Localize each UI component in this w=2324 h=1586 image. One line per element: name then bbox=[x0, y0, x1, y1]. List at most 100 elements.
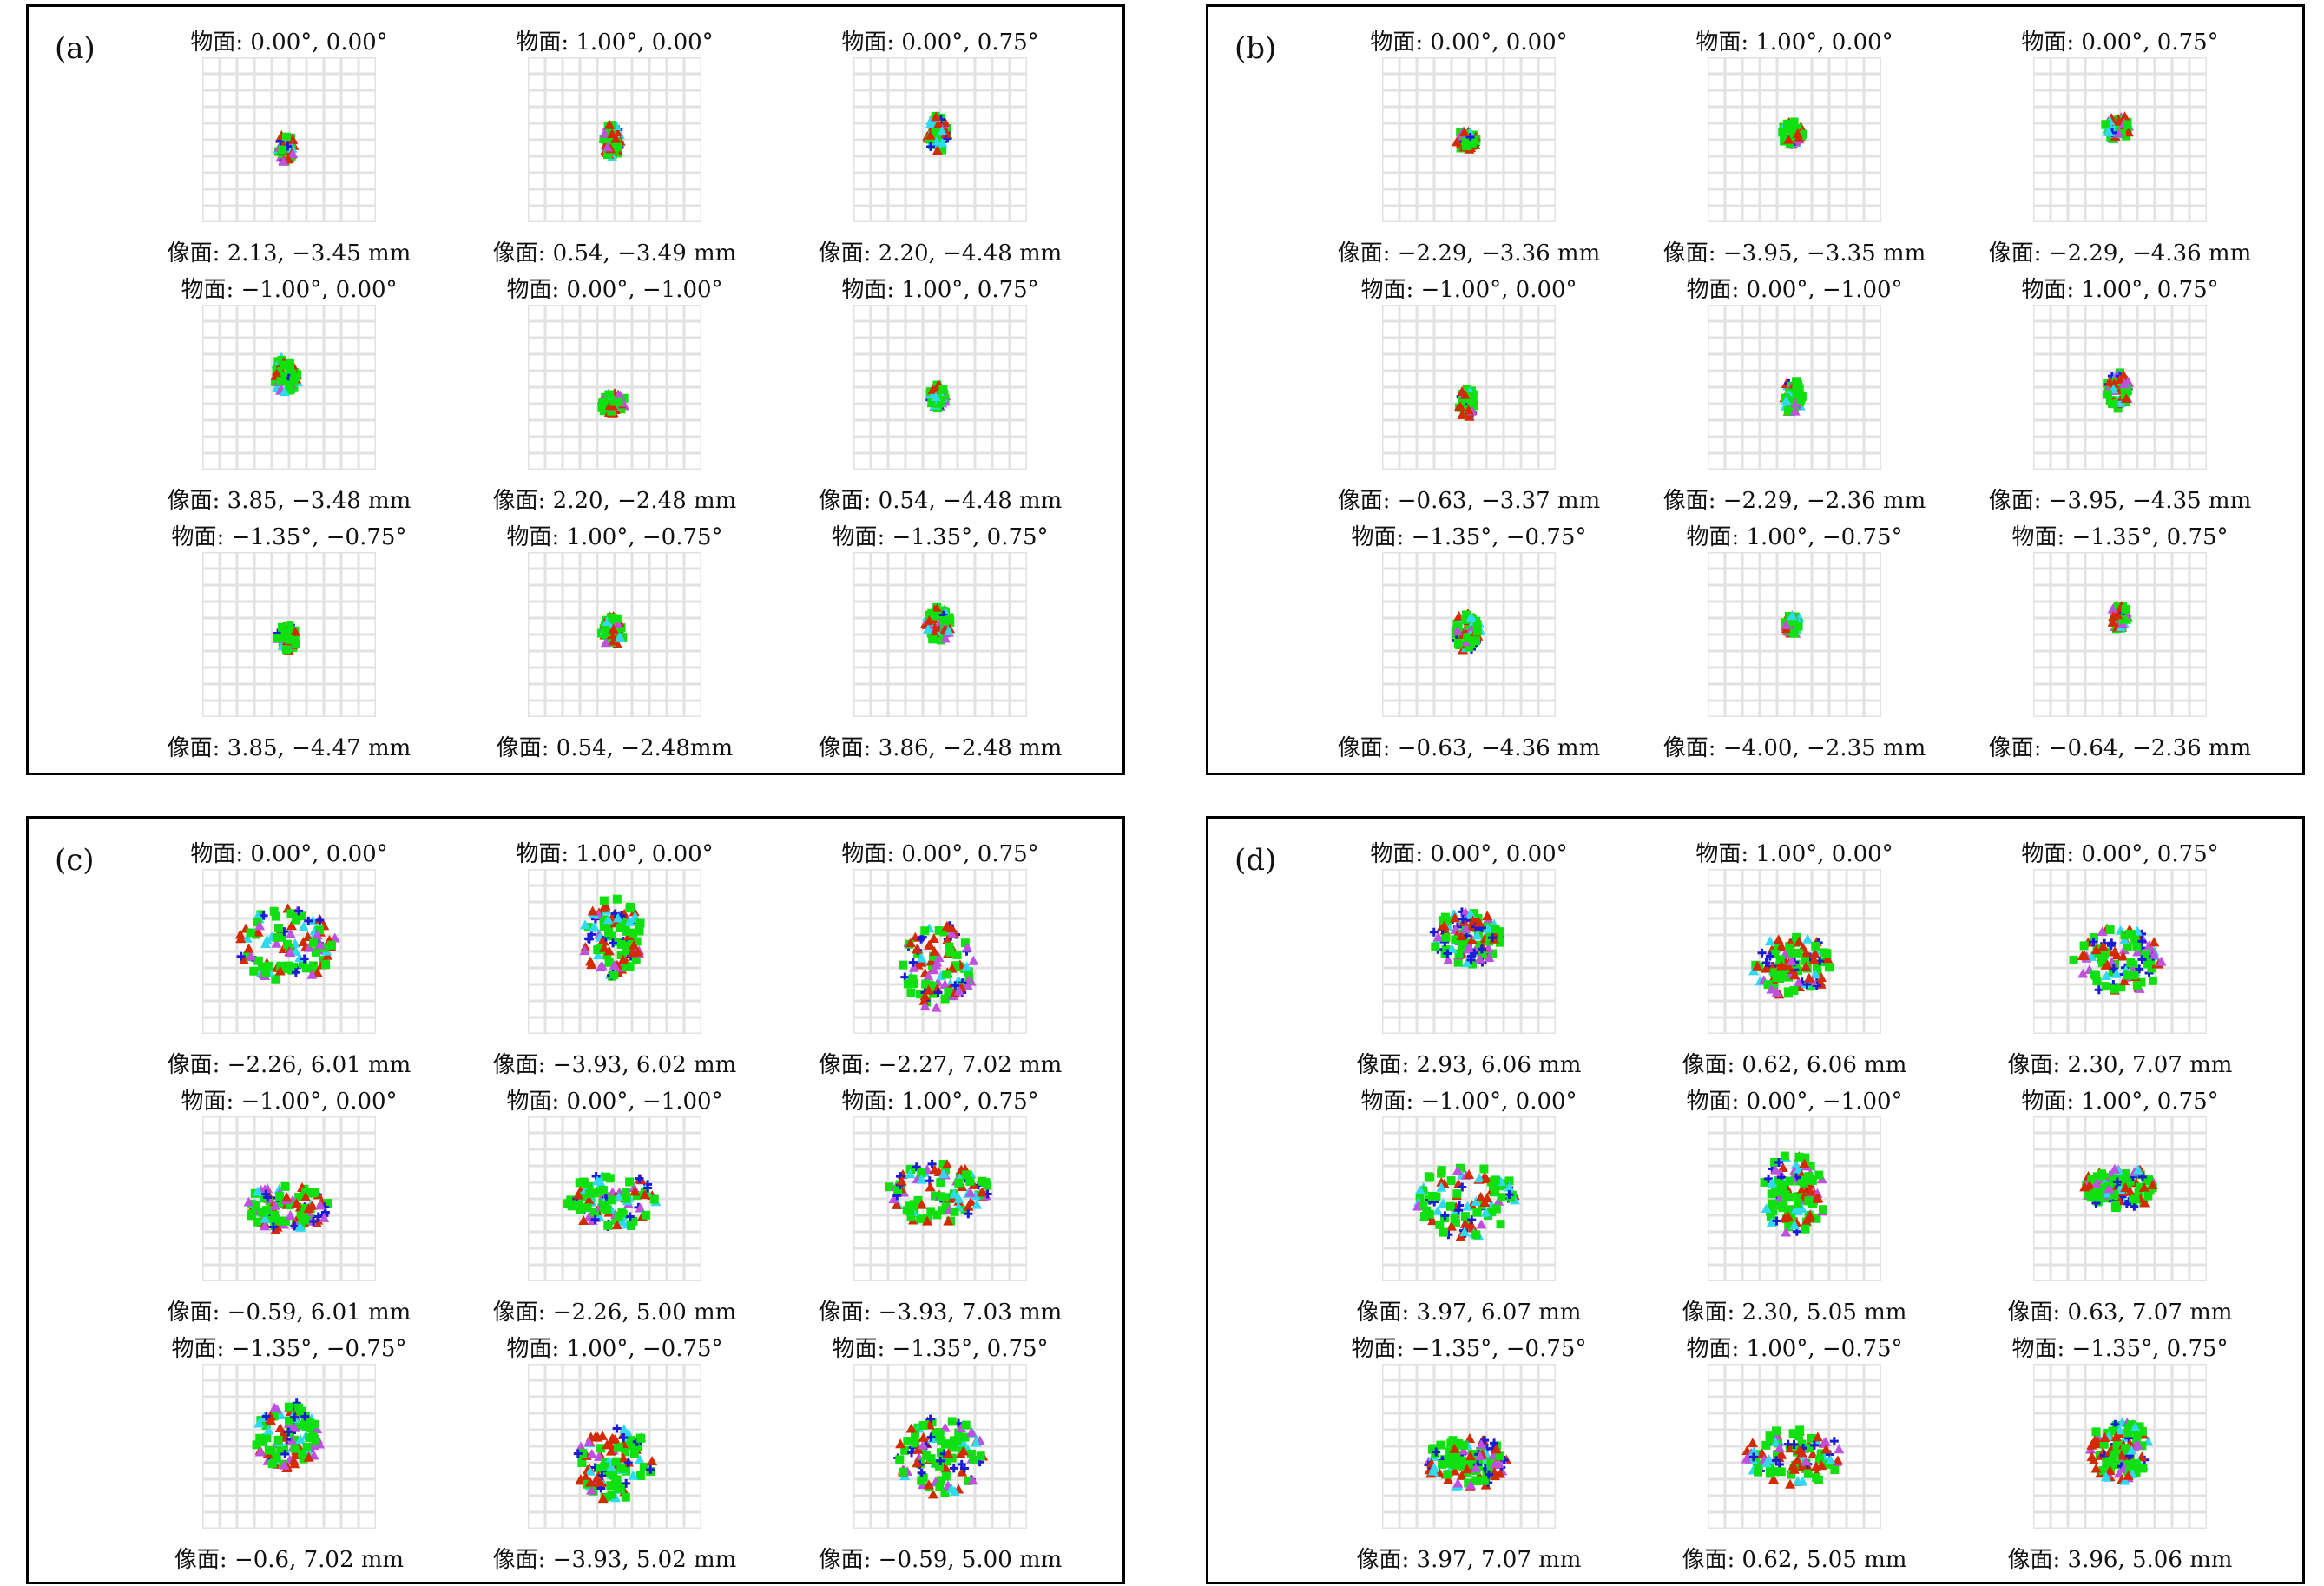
spot-square-marker bbox=[1491, 1175, 1500, 1185]
spot-square-marker bbox=[1497, 1193, 1506, 1202]
spot-triangle-marker bbox=[2099, 1431, 2110, 1442]
spot-magenta-marker bbox=[931, 1002, 942, 1012]
spot-square-marker bbox=[311, 1436, 320, 1445]
spot-triangle-marker bbox=[2089, 1435, 2100, 1445]
spot-square-marker bbox=[602, 150, 612, 160]
spot-magenta-marker bbox=[1790, 398, 1801, 408]
spot-square-marker bbox=[940, 1488, 950, 1497]
spot-cyan-marker bbox=[1825, 1454, 1836, 1464]
spot-triangle-marker bbox=[1801, 961, 1812, 971]
spot-cross-marker bbox=[912, 1162, 921, 1172]
spot-magenta-marker bbox=[629, 1182, 640, 1193]
spot-square-marker bbox=[1456, 1163, 1465, 1173]
spot-triangle-marker bbox=[302, 931, 313, 942]
spot-triangle-marker bbox=[1459, 1218, 1471, 1228]
spot-square-marker bbox=[1491, 1204, 1501, 1214]
spot-square-marker bbox=[1452, 1189, 1462, 1199]
spot-magenta-marker bbox=[918, 1439, 929, 1450]
spot-triangle-marker bbox=[605, 1445, 616, 1456]
spot-triangle-marker bbox=[2149, 937, 2160, 947]
spot-square-marker bbox=[1806, 1162, 1815, 1171]
spot-square-marker bbox=[1458, 396, 1467, 405]
spot-square-marker bbox=[1443, 1470, 1452, 1479]
object-field-label: 物面: 0.00°, −1.00° bbox=[506, 277, 723, 303]
spot-cyan-marker bbox=[2130, 1421, 2141, 1431]
spot-square-marker bbox=[2137, 1441, 2147, 1451]
spot-square-marker bbox=[257, 962, 267, 971]
spot-triangle-marker bbox=[629, 939, 640, 950]
spot-square-marker bbox=[2103, 390, 2112, 399]
spot-square-marker bbox=[1794, 1152, 1804, 1162]
spot-square-marker bbox=[625, 1177, 635, 1187]
spot-triangle-marker bbox=[291, 1198, 302, 1208]
spot-square-marker bbox=[649, 1194, 659, 1204]
panel-b: (b) 物面: 0.00°, 0.00° 像面: −2.29, −3.36 mm 物… bbox=[1206, 4, 2305, 775]
spot-square-marker bbox=[937, 1192, 946, 1201]
spot-cross-marker bbox=[949, 1464, 958, 1473]
spot-square-marker bbox=[899, 1467, 908, 1477]
spot-triangle-marker bbox=[891, 1199, 902, 1209]
spot-square-marker bbox=[627, 1221, 636, 1230]
spot-square-marker bbox=[2146, 956, 2156, 965]
spot-cyan-marker bbox=[931, 136, 942, 147]
spot-magenta-marker bbox=[1801, 1456, 1812, 1466]
spot-cyan-marker bbox=[1761, 1458, 1772, 1468]
spot-triangle-marker bbox=[647, 1456, 658, 1466]
spot-diagram-plot bbox=[1708, 305, 1881, 470]
spot-square-marker bbox=[1452, 1451, 1461, 1461]
spot-cross-marker bbox=[1470, 948, 1479, 958]
spot-cyan-marker bbox=[916, 952, 927, 963]
spot-triangle-marker bbox=[312, 967, 323, 977]
image-position-label: 像面: −2.26, 6.01 mm bbox=[167, 1052, 411, 1078]
spot-square-marker bbox=[608, 613, 617, 622]
spot-magenta-marker bbox=[609, 959, 620, 970]
spot-square-marker bbox=[1768, 1199, 1777, 1208]
image-position-label: 像面: −3.95, −4.35 mm bbox=[1988, 488, 2252, 514]
spot-square-marker bbox=[917, 1476, 926, 1485]
spot-cyan-marker bbox=[286, 142, 298, 153]
spot-triangle-marker bbox=[597, 1493, 609, 1504]
spot-cross-marker bbox=[1443, 949, 1452, 958]
spot-triangle-marker bbox=[2079, 1181, 2090, 1192]
spot-square-marker bbox=[277, 355, 286, 365]
spot-square-marker bbox=[607, 1490, 616, 1499]
spot-square-marker bbox=[938, 385, 948, 394]
spot-cyan-marker bbox=[628, 1470, 639, 1480]
image-position-label: 像面: −2.29, −3.36 mm bbox=[1337, 240, 1601, 267]
spot-square-marker bbox=[1475, 940, 1485, 950]
object-field-label: 物面: −1.00°, 0.00° bbox=[1360, 1089, 1577, 1115]
spot-square-marker bbox=[1464, 621, 1473, 630]
spot-magenta-marker bbox=[1774, 1442, 1785, 1452]
spot-triangle-marker bbox=[2138, 1181, 2150, 1192]
spot-cyan-marker bbox=[938, 1168, 949, 1179]
spot-square-marker bbox=[271, 911, 280, 921]
spot-square-marker bbox=[1801, 1153, 1810, 1162]
spot-triangle-marker bbox=[942, 934, 953, 944]
spot-square-marker bbox=[2110, 1190, 2119, 1200]
spot-cyan-marker bbox=[937, 126, 948, 136]
spot-square-marker bbox=[1789, 628, 1799, 638]
spot-square-marker bbox=[1814, 1170, 1824, 1180]
spot-triangle-marker bbox=[2139, 1197, 2150, 1208]
spot-square-marker bbox=[932, 611, 942, 621]
spot-diagram-plot bbox=[1708, 1116, 1881, 1281]
spot-diagram-plot bbox=[2033, 57, 2207, 222]
spot-cyan-marker bbox=[1792, 1476, 1803, 1486]
spot-square-marker bbox=[1787, 1470, 1796, 1479]
spot-square-marker bbox=[952, 1436, 962, 1445]
spot-triangle-marker bbox=[1479, 1197, 1491, 1208]
spot-square-marker bbox=[1432, 1192, 1441, 1201]
spot-cyan-marker bbox=[1462, 1201, 1473, 1211]
spot-square-marker bbox=[253, 956, 263, 965]
spot-square-marker bbox=[302, 1416, 312, 1425]
spot-square-marker bbox=[1479, 1164, 1489, 1174]
spot-square-marker bbox=[2130, 1194, 2140, 1204]
spot-cross-marker bbox=[1789, 1439, 1799, 1449]
spot-square-marker bbox=[928, 635, 938, 644]
spot-triangle-marker bbox=[281, 1192, 293, 1202]
spot-cyan-marker bbox=[618, 1424, 629, 1434]
spot-cross-marker bbox=[304, 916, 313, 925]
image-position-label: 像面: 3.97, 7.07 mm bbox=[1356, 1547, 1582, 1573]
spot-square-marker bbox=[269, 1412, 279, 1421]
spot-cyan-marker bbox=[905, 1168, 916, 1179]
